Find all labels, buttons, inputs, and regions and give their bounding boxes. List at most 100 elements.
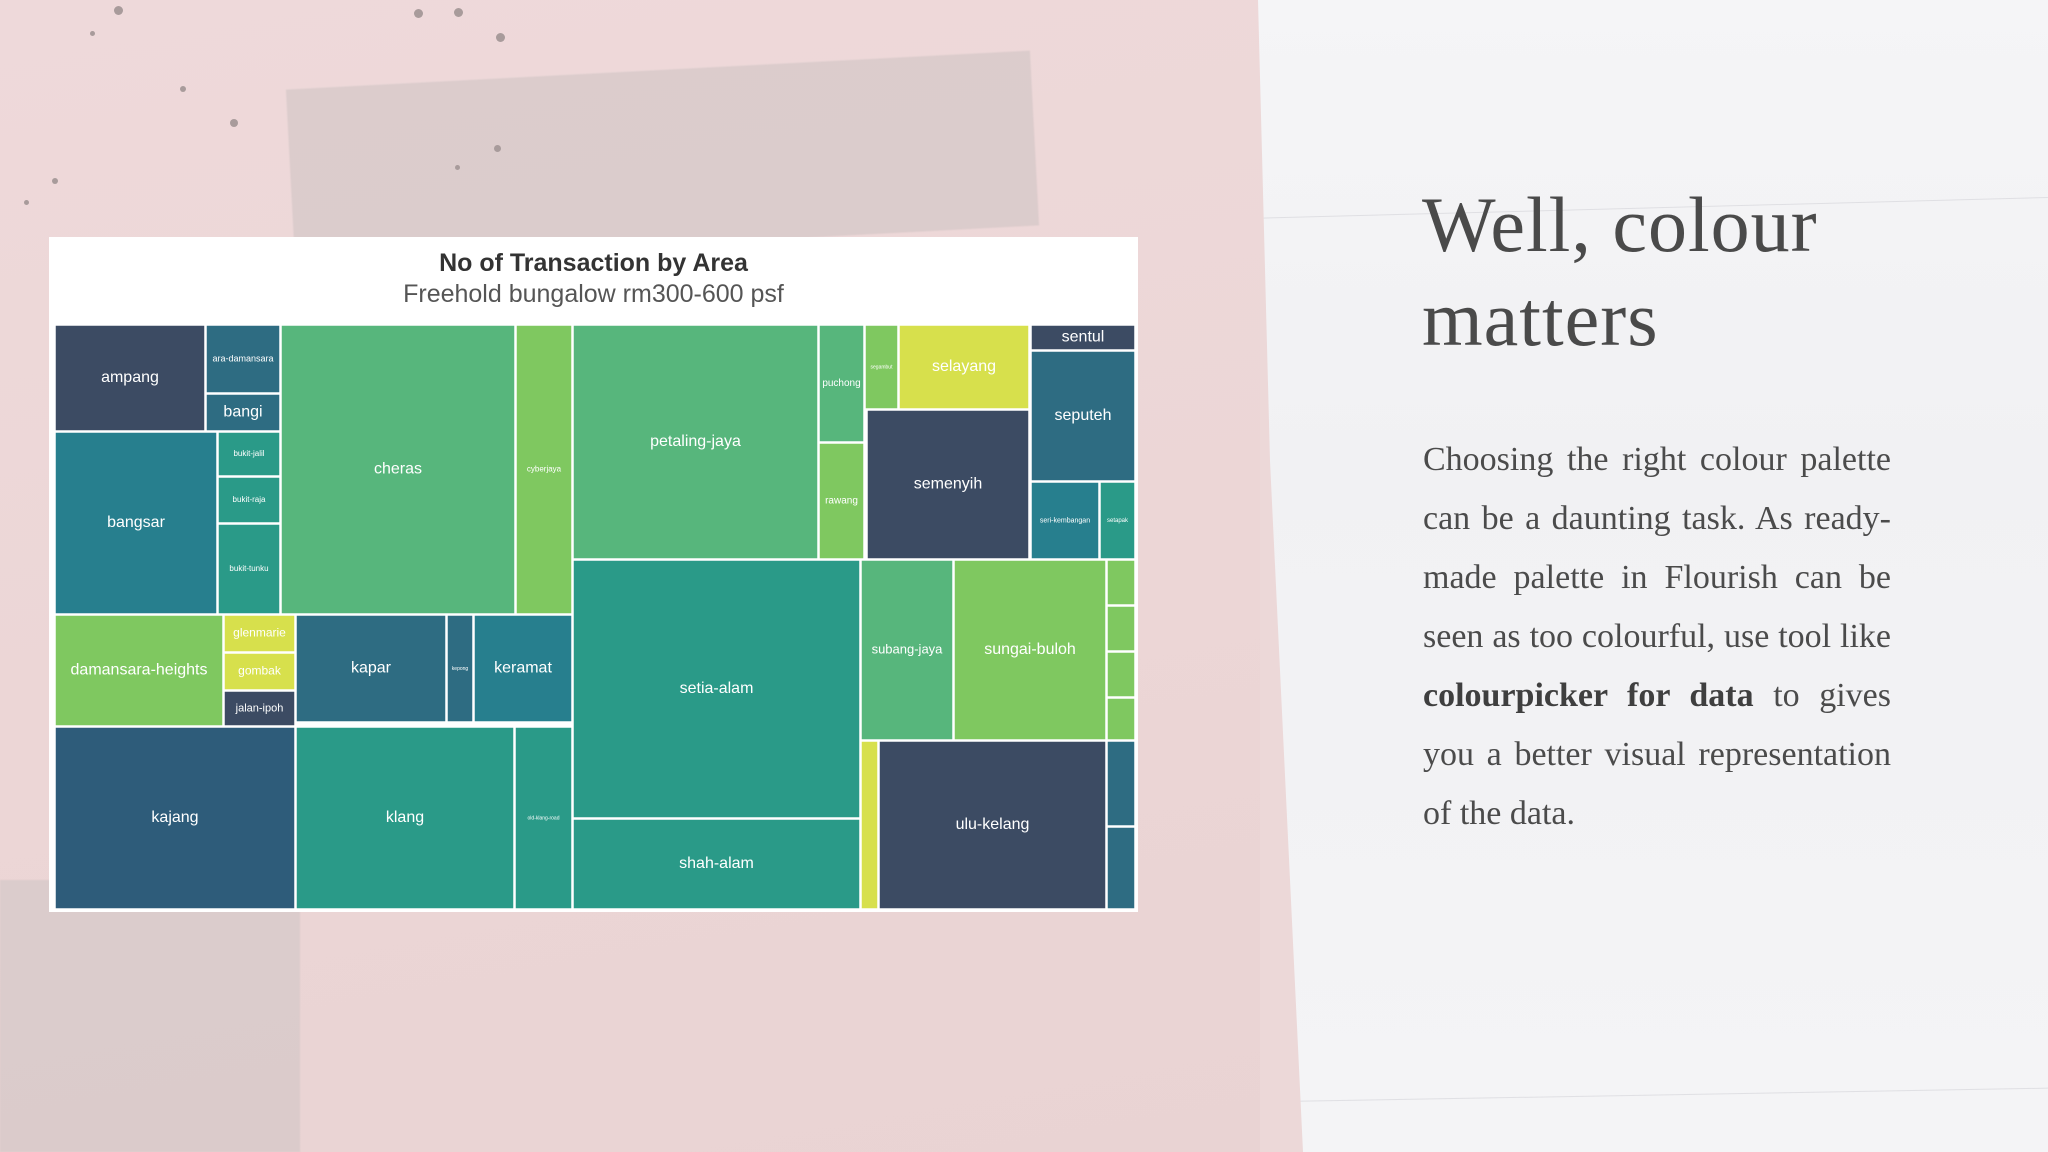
treemap-rect <box>866 409 1030 560</box>
treemap-label: keramat <box>494 660 552 677</box>
treemap-cell-selayang[interactable]: selayang <box>898 324 1030 410</box>
treemap-label: shah-alam <box>679 855 754 872</box>
treemap-rect <box>1106 697 1136 741</box>
slide-heading: Well, colour matters <box>1422 181 1818 362</box>
paper-crease <box>1258 1087 2048 1104</box>
treemap-rect <box>1106 559 1136 606</box>
treemap-cell-cheras[interactable]: cheras <box>280 324 516 615</box>
treemap-chart: ampang ara-damansara bangi bangsar bukit-jal… <box>54 324 1136 910</box>
treemap-rect <box>223 614 296 653</box>
treemap-cell-gombak[interactable]: gombak <box>223 652 296 691</box>
treemap-cell-kapar[interactable]: kapar <box>295 614 447 723</box>
treemap-cell-glenmarie[interactable]: glenmarie <box>223 614 296 653</box>
treemap-label: segambut <box>871 364 894 370</box>
treemap-label: sungai-buloh <box>984 641 1076 658</box>
treemap-cell-keramat[interactable]: keramat <box>473 614 573 723</box>
speck <box>230 119 238 127</box>
treemap-cell-cyberjaya[interactable]: cyberjaya <box>515 324 573 615</box>
treemap-rect <box>572 324 819 560</box>
treemap-cell-ulu-kelang[interactable]: ulu-kelang <box>878 740 1107 910</box>
treemap-label: old-klang-road <box>528 815 560 821</box>
treemap-cell[interactable] <box>860 740 879 910</box>
treemap-cell-setia-alam[interactable]: setia-alam <box>572 559 861 819</box>
treemap-cell-petaling-jaya[interactable]: petaling-jaya <box>572 324 819 560</box>
treemap-cell-bukit-raja[interactable]: bukit-raja <box>217 476 281 524</box>
treemap-cell-klang[interactable]: klang <box>295 726 515 910</box>
chart-subtitle: Freehold bungalow rm300-600 psf <box>403 280 784 308</box>
treemap-cell-puchong[interactable]: puchong <box>818 324 865 443</box>
treemap-rect <box>217 476 281 524</box>
treemap-label: bangi <box>223 404 262 421</box>
treemap-rect <box>1106 605 1136 652</box>
treemap-cell-rawang[interactable]: rawang <box>818 442 865 560</box>
treemap-label: rawang <box>825 496 858 507</box>
chart-card: No of Transaction by Area Freehold bunga… <box>49 237 1138 912</box>
treemap-cell[interactable] <box>1106 651 1136 698</box>
treemap-rect <box>878 740 1107 910</box>
treemap-label: petaling-jaya <box>650 433 741 450</box>
treemap-rect <box>54 726 296 910</box>
treemap-cell-seri-kembangan[interactable]: seri-kembangan <box>1030 481 1100 560</box>
treemap-cell[interactable] <box>1106 826 1136 910</box>
speck <box>455 165 460 170</box>
treemap-cell[interactable] <box>1106 740 1136 827</box>
treemap-cell-bukit-tunku[interactable]: bukit-tunku <box>217 523 281 615</box>
treemap-rect <box>515 324 573 615</box>
treemap-rect <box>1030 481 1100 560</box>
treemap-cell[interactable] <box>1106 559 1136 606</box>
treemap-label: damansara-heights <box>71 662 208 679</box>
treemap-rect <box>295 726 515 910</box>
treemap-cell-sentul[interactable]: sentul <box>1030 324 1136 351</box>
treemap-rect <box>898 324 1030 410</box>
treemap-rect <box>223 652 296 691</box>
treemap-cell-damansara-heights[interactable]: damansara-heights <box>54 614 224 727</box>
treemap-cell-jalan-ipoh[interactable]: jalan-ipoh <box>223 690 296 727</box>
treemap-label: subang-jaya <box>872 641 944 656</box>
treemap-label: ara-damansara <box>212 353 273 363</box>
treemap-cell-setapak[interactable]: setapak <box>1099 481 1136 560</box>
treemap-label: setia-alam <box>680 680 754 697</box>
treemap-rect <box>953 559 1107 741</box>
treemap-label: bukit-tunku <box>229 564 268 573</box>
treemap-cell[interactable] <box>1106 697 1136 741</box>
treemap-label: jalan-ipoh <box>235 702 284 714</box>
speck <box>52 178 58 184</box>
treemap-cell[interactable] <box>1106 605 1136 652</box>
treemap-rect <box>1030 324 1136 351</box>
treemap-rect <box>1030 350 1136 482</box>
treemap-cell-semenyih[interactable]: semenyih <box>866 409 1030 560</box>
treemap-rect <box>54 324 206 432</box>
treemap-rect <box>217 431 281 477</box>
treemap-rect <box>223 690 296 727</box>
treemap-label: glenmarie <box>233 626 286 640</box>
tape-strip-bottom <box>0 880 300 1152</box>
speck <box>24 200 29 205</box>
body-text-outro: to gives you a better visual representat… <box>1423 677 1891 832</box>
treemap-label: kajang <box>151 809 198 826</box>
treemap-rect <box>860 559 954 741</box>
treemap-cell-seputeh[interactable]: seputeh <box>1030 350 1136 482</box>
treemap-rect <box>572 559 861 819</box>
paper-background <box>1258 0 2048 1152</box>
treemap-rect <box>864 324 899 410</box>
treemap-cell-bangi[interactable]: bangi <box>205 393 281 432</box>
treemap-cell-segambut[interactable]: segambut <box>864 324 899 410</box>
treemap-cell-ampang[interactable]: ampang <box>54 324 206 432</box>
treemap-cell-bangsar[interactable]: bangsar <box>54 431 218 615</box>
treemap-label: sentul <box>1062 329 1105 346</box>
treemap-rect <box>1106 826 1136 910</box>
treemap-cell-kajang[interactable]: kajang <box>54 726 296 910</box>
treemap-cell-bukit-jalil[interactable]: bukit-jalil <box>217 431 281 477</box>
treemap-cell-ara-damansara[interactable]: ara-damansara <box>205 324 281 394</box>
speck <box>454 8 463 17</box>
treemap-cell-subang-jaya[interactable]: subang-jaya <box>860 559 954 741</box>
speck <box>180 86 186 92</box>
treemap-label: bukit-raja <box>233 495 266 504</box>
body-text-intro: Choosing the right colour palette can be… <box>1423 441 1891 655</box>
treemap-rect <box>280 324 516 615</box>
treemap-cell-kepong[interactable]: kepong <box>446 614 474 723</box>
treemap-rect <box>1106 651 1136 698</box>
treemap-cell-shah-alam[interactable]: shah-alam <box>572 818 861 910</box>
treemap-cell-old-klang-road[interactable]: old-klang-road <box>514 726 573 910</box>
treemap-cell-sungai-buloh[interactable]: sungai-buloh <box>953 559 1107 741</box>
